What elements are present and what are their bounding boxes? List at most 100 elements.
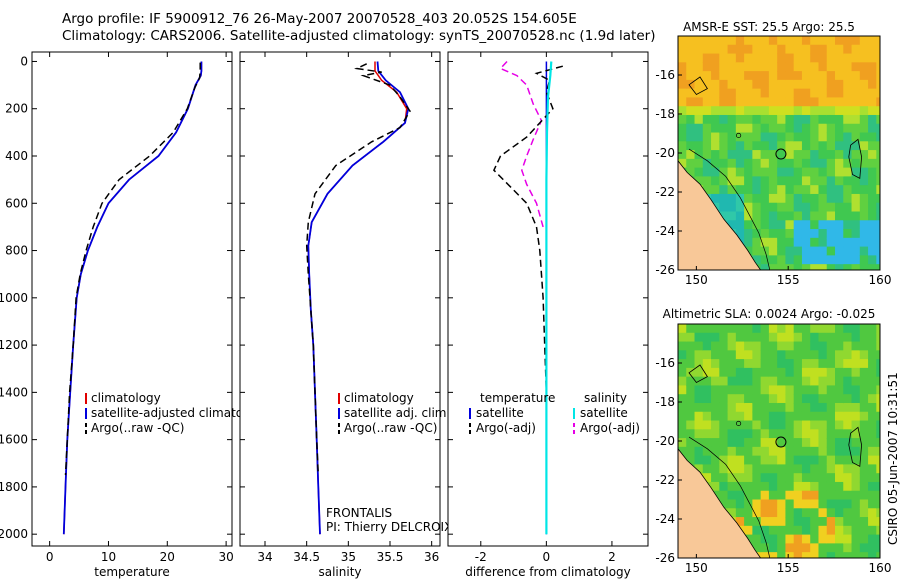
sla-map-cell: [727, 438, 737, 448]
sst-map-cell: [711, 193, 720, 204]
sla-map-cell: [810, 446, 820, 457]
sst-map-cell: [785, 88, 795, 99]
sst-map-cell: [777, 62, 787, 72]
sst-map-cell: [752, 53, 762, 63]
sla-map-cell: [810, 376, 820, 387]
temperature-legend-label: Argo(..raw -QC): [91, 421, 184, 435]
sla-map-ytick-label: -24: [655, 512, 675, 526]
sst-map-cell: [826, 185, 836, 195]
sst-map-shelf-contour: [688, 148, 771, 270]
sst-map-cell: [760, 36, 770, 46]
sla-map-cell: [785, 350, 795, 360]
sst-map-cell: [752, 202, 762, 213]
sla-map-cell: [719, 490, 729, 501]
sst-map-cell: [760, 97, 770, 107]
sla-map-cell: [735, 359, 745, 369]
sla-map-cell: [678, 341, 687, 351]
sla-map-cell: [727, 332, 737, 343]
sst-map-cell: [793, 71, 803, 81]
sst-map-cell: [793, 211, 803, 221]
sla-map-cell: [810, 481, 820, 492]
difference-xlabel: difference from climatology: [465, 565, 631, 579]
sst-map-cell: [686, 114, 696, 125]
sla-map-cell: [818, 490, 828, 501]
sla-map-ytick-label: -18: [655, 395, 675, 409]
sst-map-cell: [777, 229, 787, 239]
sst-map-cell: [793, 158, 803, 169]
sla-map-cell: [785, 517, 795, 527]
sla-map-cell: [851, 341, 861, 351]
sla-map-cell: [835, 517, 844, 527]
sst-map-cell: [859, 71, 869, 81]
sla-map-cell: [818, 534, 828, 544]
sla-map-cell: [719, 350, 729, 360]
sst-map-cell: [727, 106, 737, 116]
depth-tick-label: 200: [5, 102, 28, 116]
sla-map-cell: [752, 508, 762, 518]
sla-map-cell: [843, 508, 853, 518]
sst-map-cell: [785, 132, 795, 142]
sla-map-cell: [760, 525, 770, 536]
sst-map-cell: [876, 211, 880, 221]
sla-map-cell: [868, 490, 877, 501]
sst-map-cell: [752, 229, 762, 239]
sla-map-cell: [719, 420, 729, 430]
sst-map-ytick-label: -22: [655, 185, 675, 199]
sst-map-cell: [686, 88, 696, 99]
sla-map-cell: [826, 534, 836, 544]
sst-map-cell: [735, 62, 745, 72]
sst-map-cell: [702, 71, 712, 81]
sst-map-cell: [810, 255, 820, 265]
sla-map-cell: [801, 420, 811, 430]
sst-map-cell: [810, 53, 820, 63]
sla-map-cell: [711, 332, 720, 343]
sla-map-cell: [727, 350, 737, 360]
sst-map-cell: [868, 53, 877, 63]
sla-map-cell: [793, 464, 803, 474]
sst-map-cell: [777, 264, 787, 270]
sst-map-cell: [777, 123, 787, 134]
sla-map-cell: [678, 446, 687, 457]
depth-tick-label: 800: [5, 244, 28, 258]
sla-map-cell: [752, 446, 762, 457]
sla-map-cell: [719, 464, 729, 474]
sla-map-cell: [785, 324, 795, 334]
sst-map-cell: [868, 237, 877, 248]
sla-map-cell: [793, 420, 803, 430]
sst-map-cell: [793, 53, 803, 63]
sla-map-cell: [686, 411, 696, 422]
sst-map-cell: [711, 106, 720, 116]
sla-map-cell: [727, 490, 737, 501]
sla-map-cell: [711, 481, 720, 492]
sst-map-cell: [727, 132, 737, 142]
sla-map-cell: [843, 490, 853, 501]
sla-map-cell: [727, 455, 737, 465]
sst-map-cell: [810, 193, 820, 204]
sst-map-cell: [851, 53, 861, 63]
sla-map-cell: [744, 324, 753, 334]
sla-map-cell: [835, 455, 844, 465]
sst-map-cell: [735, 229, 745, 239]
sla-map-cell: [876, 473, 880, 483]
sla-map-cell: [868, 420, 877, 430]
sst-map-cell: [777, 185, 787, 195]
sst-map-cell: [735, 44, 745, 55]
sst-map-cell: [760, 150, 770, 160]
sla-map-cell: [768, 411, 778, 422]
sla-map-cell: [810, 350, 820, 360]
sla-map-cell: [719, 402, 729, 413]
sla-map-cell: [793, 411, 803, 422]
sla-map-cell: [835, 473, 844, 483]
sst-map-cell: [760, 229, 770, 239]
sst-map-cell: [719, 150, 729, 160]
sla-map-cell: [735, 350, 745, 360]
sst-map-cell: [876, 202, 880, 213]
sla-map-cell: [835, 490, 844, 501]
sst-map-cell: [826, 114, 836, 125]
sla-map-cell: [777, 552, 787, 558]
sla-map-cell: [735, 508, 745, 518]
sst-map-cell: [727, 185, 737, 195]
sla-map-cell: [760, 359, 770, 369]
sla-map-cell: [801, 429, 811, 439]
sla-map-cell: [868, 464, 877, 474]
